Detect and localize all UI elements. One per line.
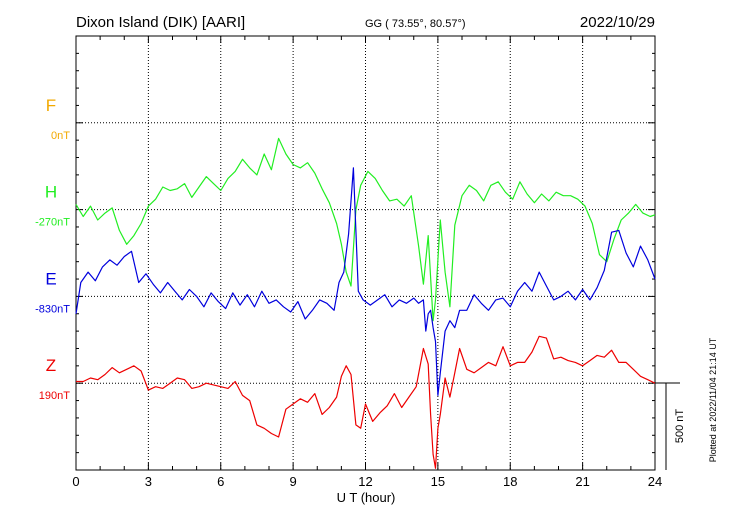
baseline-label-e: -830nT <box>35 303 70 315</box>
baseline-label-f: 0nT <box>51 130 70 142</box>
x-tick-label: 15 <box>431 474 445 489</box>
x-tick-label: 18 <box>503 474 517 489</box>
series-label-z: Z <box>46 356 56 375</box>
station-title: Dixon Island (DIK) [AARI] <box>76 14 245 31</box>
x-tick-label: 6 <box>217 474 224 489</box>
scale-bar-label: 500 nT <box>674 409 686 444</box>
x-axis-label: U T (hour) <box>337 490 396 505</box>
series-line-h <box>75 137 656 322</box>
x-tick-label: 0 <box>72 474 79 489</box>
series-label-f: F <box>46 96 56 115</box>
scale-bar: 500 nT <box>655 382 686 470</box>
x-tick-label: 3 <box>145 474 152 489</box>
series-label-h: H <box>45 183 57 202</box>
series-line-z <box>76 335 656 469</box>
series-line-e <box>75 167 656 396</box>
coordinates-label: GG ( 73.55°, 80.57°) <box>365 18 466 30</box>
x-tick-label: 24 <box>648 474 662 489</box>
x-tick-label: 9 <box>290 474 297 489</box>
x-tick-label: 12 <box>358 474 372 489</box>
baseline-label-z: 190nT <box>39 390 70 402</box>
x-tick-label: 21 <box>575 474 589 489</box>
baseline-label-h: -270nT <box>35 217 70 229</box>
plotted-timestamp: Plotted at 2022/11/04 21:14 UT <box>708 337 718 462</box>
series-label-e: E <box>45 269 56 288</box>
date-label: 2022/10/29 <box>580 14 655 31</box>
